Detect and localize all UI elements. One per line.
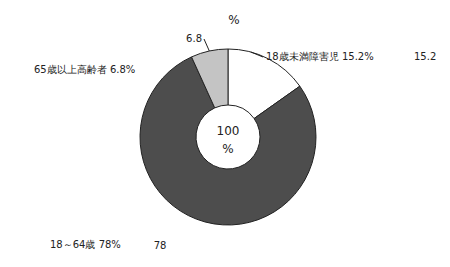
category-label: 18～64歳 78% <box>50 239 121 250</box>
center-label: 100 <box>217 124 240 138</box>
data-label: 15.2 <box>414 51 436 62</box>
chart: % 18歳未満障害児 15.2% 18～64歳 78% 65歳以上高齢者 6.8% 15… <box>0 0 450 267</box>
slices <box>140 49 316 225</box>
center-label: % <box>222 142 233 156</box>
leader-line <box>251 52 263 57</box>
leader-line <box>204 39 209 51</box>
slice <box>192 49 228 108</box>
data-label: 6.8 <box>186 33 202 44</box>
category-label: 65歳以上高齢者 6.8% <box>34 64 135 75</box>
data-label: 78 <box>154 240 167 251</box>
category-label: 18歳未満障害児 15.2% <box>266 51 374 62</box>
title: % <box>228 13 239 27</box>
